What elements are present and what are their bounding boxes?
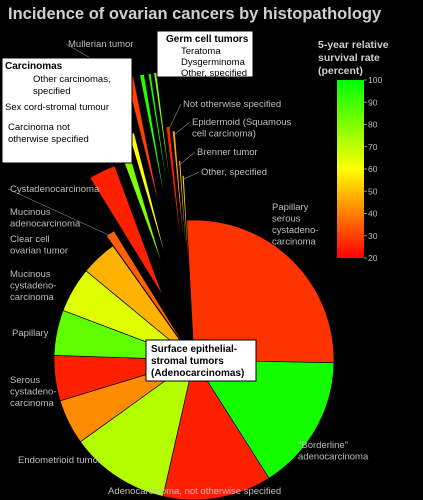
- slice-label: Papillary: [12, 328, 49, 339]
- slice-label: cell carcinoma): [192, 129, 256, 140]
- colorbar-tick-label: 90: [368, 97, 378, 107]
- slice-label: Other, specified: [201, 167, 267, 178]
- slice-label: Mullerian tumor: [68, 39, 133, 50]
- colorbar-tick-label: 60: [368, 164, 378, 174]
- colorbar-tick-label: 30: [368, 231, 378, 241]
- colorbar-ticks: 20 30 40 50 60 70 80 90 100: [364, 75, 382, 263]
- germ-cell-box-title: Germ cell tumors: [166, 34, 249, 45]
- pie-slice: [162, 359, 270, 500]
- pie-slice: [178, 160, 191, 301]
- germ-cell-box-bg: [156, 30, 254, 78]
- slice-label: Brenner tumor: [197, 147, 258, 158]
- pie-slice: [193, 359, 335, 479]
- carcinomas-box-title: Carcinomas: [5, 61, 63, 72]
- center-label-line-1: Surface epithelial-: [151, 344, 237, 355]
- pie-slices: [53, 72, 335, 500]
- colorbar-title-line-3: (percent): [318, 65, 363, 77]
- leader-line: [168, 103, 182, 131]
- carcinomas-box-bg: [1, 57, 133, 164]
- center-label: Surface epithelial- stromal tumors (Aden…: [145, 339, 257, 382]
- germ-cell-group-box: Germ cell tumors Teratoma Dysgerminoma O…: [156, 30, 254, 79]
- pie-slice: [89, 165, 164, 298]
- pie-slice: [105, 230, 188, 351]
- slice-label: cystadeno-: [10, 387, 56, 398]
- carcinomas-box-item: Other carcinomas,: [33, 74, 111, 85]
- carcinomas-box-item: otherwise specified: [8, 134, 89, 145]
- colorbar-tick-label: 80: [368, 120, 378, 130]
- slice-label: carcinoma: [272, 237, 317, 248]
- colorbar-gradient: [337, 80, 364, 258]
- slice-label: Endometrioid tumor: [18, 455, 101, 466]
- pie-slice: [153, 72, 175, 212]
- carcinomas-box-item: Sex cord-stromal tumour: [5, 102, 109, 113]
- slice-label: adenocarcinoma: [298, 452, 369, 463]
- slice-label: adenocarcinoma: [10, 219, 81, 230]
- center-label-line-3: (Adenocarcinomas): [151, 368, 244, 379]
- pie-slice: [139, 73, 168, 213]
- center-label-line-2: stromal tumors: [151, 356, 224, 367]
- carcinomas-box-item: specified: [33, 86, 71, 97]
- leader-line: [183, 171, 200, 180]
- chart-title: Incidence of ovarian cancers by histopat…: [8, 5, 382, 23]
- pie-slice: [85, 245, 195, 361]
- slice-label: ovarian tumor: [10, 246, 68, 257]
- leader-line: [173, 121, 191, 136]
- carcinomas-box-item: Carcinoma not: [8, 122, 70, 133]
- slice-label: carcinoma: [10, 398, 55, 409]
- colorbar-title-line-1: 5-year relative: [318, 39, 389, 51]
- slice-label: Mucinous: [10, 269, 51, 280]
- slice-label: cystadeno-: [10, 281, 56, 292]
- center-label-bg: [145, 339, 257, 382]
- slice-label: cystadeno-: [272, 225, 318, 236]
- colorbar-tick-label: 50: [368, 186, 378, 196]
- carcinomas-group-box: Carcinomas Other carcinomas, specified S…: [1, 57, 133, 164]
- colorbar-tick-label: 20: [368, 253, 378, 263]
- colorbar-tick-label: 100: [368, 75, 382, 85]
- pie-slice: [79, 359, 195, 497]
- slice-label: Mucinous: [10, 207, 51, 218]
- germ-cell-box-item: Other, specified: [181, 68, 247, 79]
- slice-labels: Papillaryserouscystadeno-carcinoma"Borde…: [10, 39, 369, 497]
- pie-slice: [165, 125, 184, 266]
- slice-label: Clear cell: [10, 234, 50, 245]
- slice-label: Not otherwise specified: [183, 99, 281, 110]
- colorbar-tick-label: 40: [368, 209, 378, 219]
- colorbar-title-line-2: survival rate: [318, 52, 380, 64]
- leader-line: [179, 151, 196, 165]
- slice-label: Papillary: [272, 202, 309, 213]
- slice-label: carcinoma: [10, 292, 55, 303]
- slice-label: Cystadenocarcinoma: [10, 184, 100, 195]
- slice-label: serous: [272, 214, 301, 225]
- pie-slice: [147, 72, 172, 212]
- colorbar-tick-label: 70: [368, 142, 378, 152]
- colorbar: 5-year relative survival rate (percent) …: [318, 39, 389, 263]
- slice-label: Adenocarcinoma, not otherwise specified: [108, 486, 281, 497]
- slice-label: Serous: [10, 375, 40, 386]
- germ-cell-box-item: Dysgerminoma: [181, 57, 246, 68]
- slice-label: Epidermoid (Squamous: [192, 117, 292, 128]
- germ-cell-box-item: Teratoma: [181, 46, 221, 57]
- pie-slice: [186, 219, 335, 364]
- pie-slice: [171, 130, 187, 271]
- leader-line: [7, 188, 113, 237]
- slice-label: "Borderline": [298, 440, 348, 451]
- pie-slice: [181, 174, 192, 316]
